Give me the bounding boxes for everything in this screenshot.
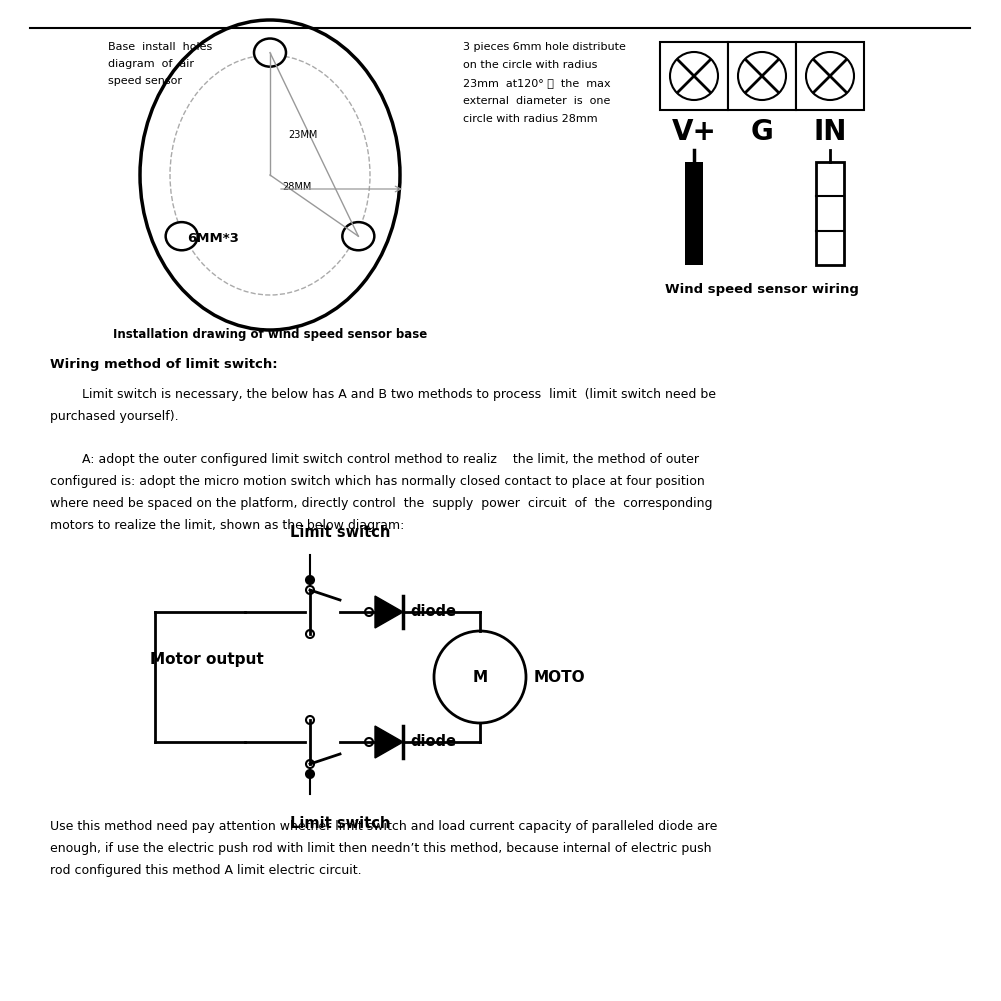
Ellipse shape (165, 222, 197, 250)
Text: M: M (472, 670, 487, 685)
Text: Use this method need pay attention whether limit switch and load current capacit: Use this method need pay attention wheth… (50, 820, 718, 877)
Text: 28MM: 28MM (282, 182, 311, 192)
Polygon shape (375, 726, 403, 758)
Text: MOTO: MOTO (534, 670, 586, 685)
Text: A: adopt the outer configured limit switch control method to realiz    the limit: A: adopt the outer configured limit swit… (50, 453, 713, 532)
Text: diode: diode (410, 605, 456, 620)
Text: Base  install  holes
diagram  of  air
speed sensor: Base install holes diagram of air speed … (108, 42, 212, 86)
Circle shape (306, 576, 314, 584)
Circle shape (306, 716, 314, 724)
Polygon shape (375, 596, 403, 628)
Ellipse shape (140, 20, 400, 330)
Text: Limit switch: Limit switch (290, 816, 390, 831)
Text: IN: IN (813, 118, 847, 146)
Circle shape (306, 770, 314, 778)
Text: Installation drawing of wind speed sensor base: Installation drawing of wind speed senso… (113, 328, 427, 341)
Ellipse shape (254, 38, 286, 67)
Circle shape (306, 630, 314, 638)
Text: Limit switch: Limit switch (290, 525, 390, 540)
Text: Motor output: Motor output (150, 652, 263, 667)
Circle shape (365, 738, 373, 746)
Text: Limit switch is necessary, the below has A and B two methods to process  limit  : Limit switch is necessary, the below has… (50, 388, 716, 423)
Circle shape (365, 608, 373, 616)
Bar (685, 162, 703, 265)
Ellipse shape (342, 222, 374, 250)
Text: 6MM*3: 6MM*3 (186, 231, 238, 244)
Text: Wiring method of limit switch:: Wiring method of limit switch: (50, 358, 277, 371)
Text: Wind speed sensor wiring: Wind speed sensor wiring (665, 283, 859, 296)
Text: V+: V+ (672, 118, 717, 146)
Text: 23MM: 23MM (288, 130, 317, 140)
Circle shape (306, 586, 314, 594)
Circle shape (434, 631, 526, 723)
Circle shape (306, 760, 314, 768)
Text: G: G (751, 118, 774, 146)
Bar (728, 42, 796, 110)
Bar (816, 162, 844, 265)
Bar (796, 42, 864, 110)
Text: diode: diode (410, 735, 456, 750)
Text: 3 pieces 6mm hole distribute
on the circle with radius
23mm  at120° ，  the  max
: 3 pieces 6mm hole distribute on the circ… (463, 42, 626, 124)
Bar (660, 42, 728, 110)
